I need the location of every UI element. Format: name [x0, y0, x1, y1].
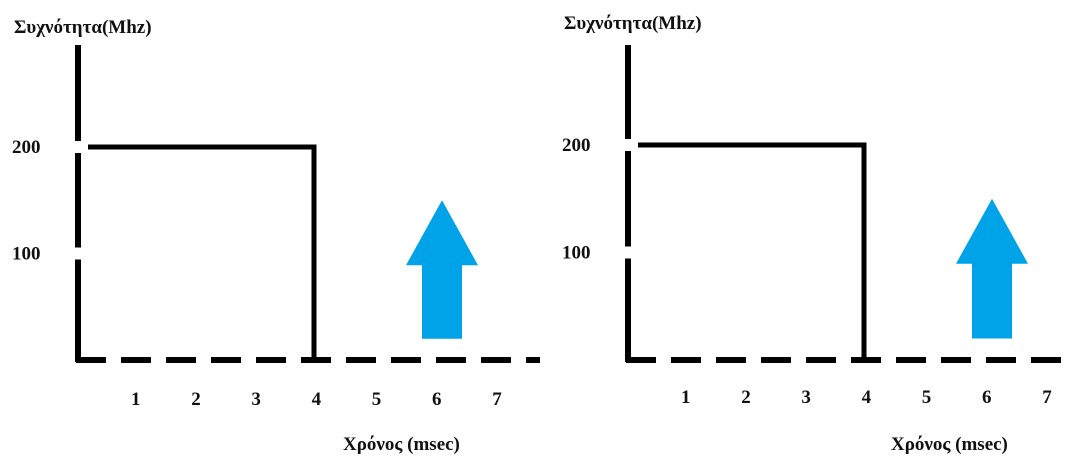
- x-tick-label: 3: [801, 387, 811, 408]
- y-tick-label: 200: [562, 135, 591, 156]
- x-tick-label: 6: [982, 387, 992, 408]
- x-tick-label: 4: [862, 387, 872, 408]
- series-line: [88, 144, 317, 360]
- x-tick-label: 7: [492, 389, 502, 410]
- x-tick-label: 4: [312, 389, 322, 410]
- y-axis-label: Συχνότητα(Mhz): [14, 17, 152, 38]
- series-line: [638, 142, 867, 360]
- up-arrow-icon: [406, 200, 478, 339]
- x-tick-label: 5: [372, 389, 382, 410]
- x-tick-label: 1: [131, 389, 141, 410]
- x-axis-label: Χρόνος (msec): [343, 434, 460, 455]
- up-arrow-icon: [956, 198, 1028, 339]
- x-tick-label: 5: [922, 387, 932, 408]
- y-tick-label: 200: [12, 137, 41, 158]
- y-tick-label: 100: [12, 244, 41, 265]
- x-tick-label: 1: [681, 387, 691, 408]
- y-tick-label: 100: [562, 243, 591, 264]
- y-axis-label: Συχνότητα(Mhz): [564, 13, 702, 34]
- x-tick-label: 3: [251, 389, 261, 410]
- x-tick-label: 6: [432, 389, 442, 410]
- x-axis-label: Χρόνος (msec): [891, 434, 1008, 455]
- x-tick-label: 2: [741, 387, 751, 408]
- x-tick-label: 7: [1042, 387, 1052, 408]
- x-tick-label: 2: [191, 389, 201, 410]
